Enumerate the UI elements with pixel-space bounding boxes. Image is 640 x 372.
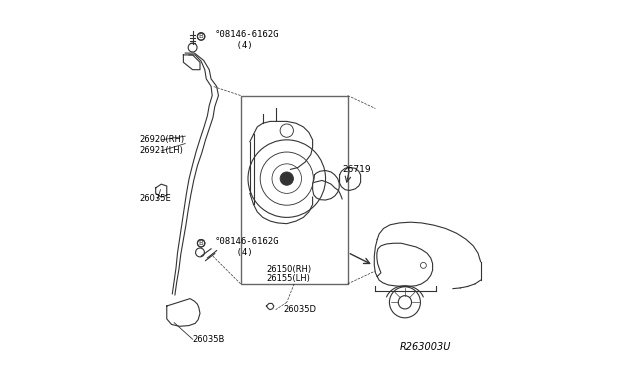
Text: 26035E: 26035E: [139, 195, 171, 203]
FancyBboxPatch shape: [241, 96, 348, 284]
Text: B: B: [199, 33, 204, 39]
Circle shape: [280, 172, 293, 185]
Text: 26035D: 26035D: [283, 305, 316, 314]
Text: 26921(LH): 26921(LH): [139, 147, 183, 155]
Text: °08146-6162G
    (4): °08146-6162G (4): [215, 31, 279, 50]
Text: R263003U: R263003U: [400, 342, 451, 352]
Text: 26719: 26719: [342, 165, 371, 174]
Text: B: B: [199, 240, 204, 246]
Text: 26155(LH): 26155(LH): [266, 274, 310, 283]
Text: 26035B: 26035B: [193, 335, 225, 344]
Text: 26920(RH): 26920(RH): [139, 135, 184, 144]
Text: °08146-6162G
    (4): °08146-6162G (4): [215, 237, 279, 257]
Text: 26150(RH): 26150(RH): [266, 264, 312, 273]
